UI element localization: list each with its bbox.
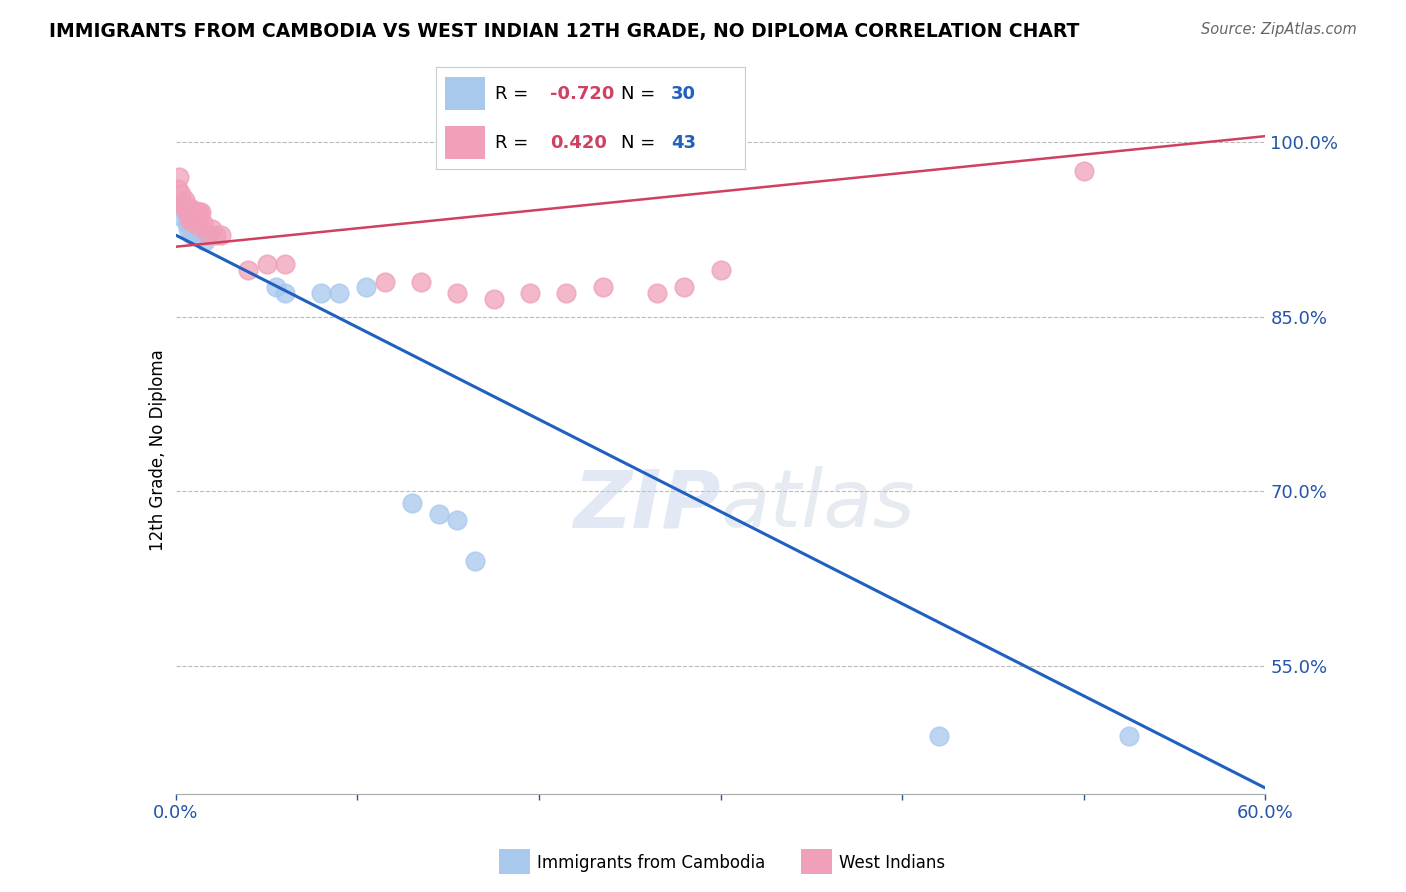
- Point: [555, 286, 578, 301]
- Point: [181, 202, 204, 217]
- Point: [186, 204, 209, 219]
- Point: [170, 199, 193, 213]
- Point: [264, 280, 287, 294]
- Point: [328, 286, 350, 301]
- Point: [176, 217, 198, 231]
- Point: [177, 204, 200, 219]
- Text: R =: R =: [495, 85, 527, 103]
- Text: IMMIGRANTS FROM CAMBODIA VS WEST INDIAN 12TH GRADE, NO DIPLOMA CORRELATION CHART: IMMIGRANTS FROM CAMBODIA VS WEST INDIAN …: [49, 22, 1080, 41]
- Point: [201, 222, 224, 236]
- Point: [177, 211, 200, 225]
- Point: [464, 554, 486, 568]
- Point: [179, 211, 201, 225]
- Point: [186, 219, 209, 233]
- Point: [173, 193, 195, 207]
- Point: [374, 275, 396, 289]
- Point: [204, 228, 226, 243]
- Text: atlas: atlas: [721, 467, 915, 544]
- Point: [209, 228, 232, 243]
- Point: [409, 275, 432, 289]
- Point: [928, 729, 950, 743]
- Text: ZIP: ZIP: [574, 467, 721, 544]
- Point: [519, 286, 541, 301]
- Point: [172, 211, 194, 225]
- Point: [710, 263, 733, 277]
- Point: [184, 213, 207, 227]
- Point: [274, 257, 297, 271]
- Bar: [446, 77, 485, 110]
- Point: [166, 181, 188, 195]
- Point: [188, 204, 211, 219]
- Point: [427, 508, 450, 522]
- Point: [190, 226, 212, 240]
- Point: [169, 169, 191, 184]
- Point: [181, 228, 204, 243]
- Text: Source: ZipAtlas.com: Source: ZipAtlas.com: [1201, 22, 1357, 37]
- Point: [184, 204, 207, 219]
- Point: [274, 286, 297, 301]
- Text: N =: N =: [621, 85, 655, 103]
- Point: [183, 207, 205, 221]
- Point: [183, 222, 205, 236]
- Point: [356, 280, 378, 294]
- Point: [1118, 729, 1140, 743]
- Text: Immigrants from Cambodia: Immigrants from Cambodia: [537, 854, 765, 871]
- Point: [482, 292, 505, 306]
- Point: [170, 187, 193, 202]
- Point: [183, 228, 205, 243]
- Point: [446, 286, 468, 301]
- Text: 30: 30: [671, 85, 696, 103]
- Point: [173, 204, 195, 219]
- Text: R =: R =: [495, 134, 527, 152]
- Y-axis label: 12th Grade, No Diploma: 12th Grade, No Diploma: [149, 350, 167, 551]
- Point: [173, 199, 195, 213]
- Point: [179, 219, 201, 233]
- Text: 43: 43: [671, 134, 696, 152]
- Point: [179, 214, 201, 228]
- Point: [191, 228, 214, 243]
- Text: -0.720: -0.720: [550, 85, 614, 103]
- Point: [177, 222, 200, 236]
- Point: [446, 513, 468, 527]
- Point: [179, 211, 201, 225]
- Point: [191, 217, 214, 231]
- Point: [645, 286, 668, 301]
- Point: [188, 230, 211, 244]
- Bar: [446, 127, 485, 159]
- Point: [177, 207, 200, 221]
- Point: [592, 280, 614, 294]
- Point: [197, 228, 219, 243]
- Point: [176, 204, 198, 219]
- Point: [401, 496, 423, 510]
- Point: [309, 286, 332, 301]
- Point: [181, 204, 204, 219]
- Point: [183, 211, 205, 225]
- Point: [190, 204, 212, 219]
- Point: [256, 257, 278, 271]
- Point: [186, 222, 209, 236]
- Point: [1073, 164, 1095, 178]
- Point: [197, 228, 219, 243]
- Point: [176, 199, 198, 213]
- Text: N =: N =: [621, 134, 655, 152]
- Point: [179, 204, 201, 219]
- Point: [194, 234, 217, 248]
- Point: [181, 217, 204, 231]
- Point: [673, 280, 696, 294]
- Text: West Indians: West Indians: [839, 854, 945, 871]
- Point: [184, 219, 207, 233]
- Point: [188, 211, 211, 225]
- Text: 0.420: 0.420: [550, 134, 607, 152]
- Point: [238, 263, 260, 277]
- Point: [172, 199, 194, 213]
